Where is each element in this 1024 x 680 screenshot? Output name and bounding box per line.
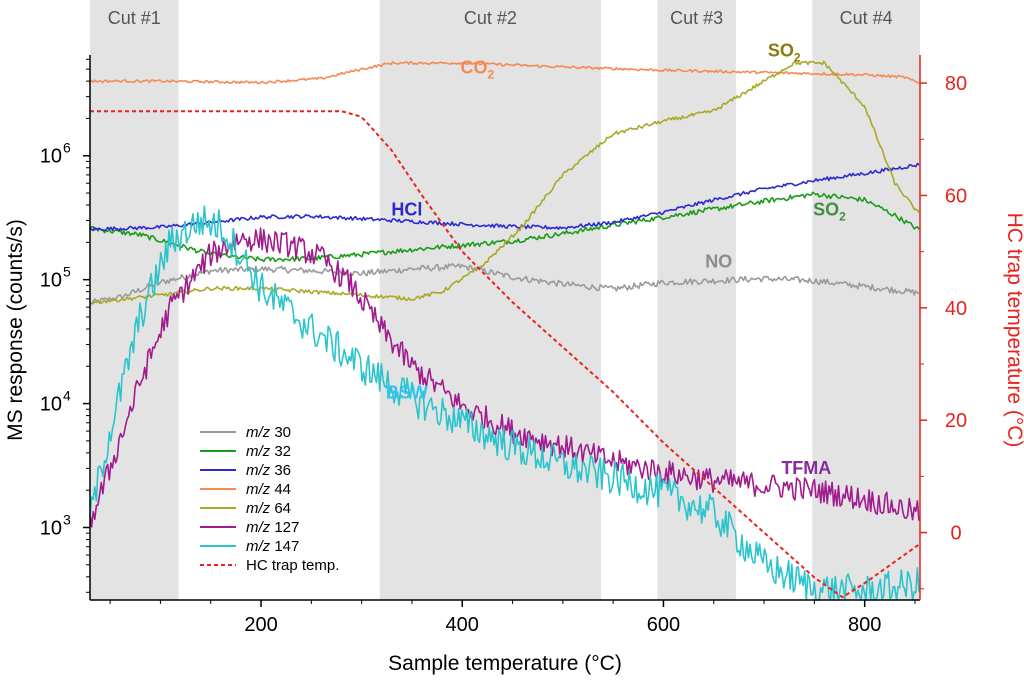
x-tick-label-3: 600 bbox=[647, 614, 680, 636]
y2-tick-label-5: 80 bbox=[945, 73, 967, 95]
series-line-5 bbox=[89, 60, 920, 305]
y-axis-label: MS response (counts/s) bbox=[4, 219, 27, 441]
legend-label-6: m/z 127 bbox=[246, 519, 299, 536]
y-tick-label-3: 10 bbox=[40, 270, 62, 292]
annotation-6: BSW bbox=[386, 382, 428, 402]
annotation-5: NO bbox=[705, 252, 732, 272]
y-tick-label-4: 10 bbox=[40, 146, 62, 168]
cut-region-4 bbox=[812, 0, 920, 600]
y-tick-exponent-3: 5 bbox=[63, 264, 71, 280]
y2-tick-label-2: 20 bbox=[945, 410, 967, 432]
x-tick-label-1: 200 bbox=[244, 614, 277, 636]
cut-label-4: Cut #4 bbox=[840, 8, 893, 28]
y-tick-exponent-1: 3 bbox=[63, 512, 71, 528]
legend-label-5: m/z 64 bbox=[246, 500, 291, 517]
legend-label-8: HC trap temp. bbox=[246, 557, 339, 574]
annotation-4: SO2 bbox=[813, 199, 846, 223]
legend-label-4: m/z 44 bbox=[246, 481, 291, 498]
annotation-3: SO2 bbox=[768, 41, 801, 65]
x-tick-label-4: 800 bbox=[848, 614, 881, 636]
y2-tick-label-3: 40 bbox=[945, 298, 967, 320]
legend: m/z 30 m/z 32 m/z 36 m/z 44 m/z 64 m/z 127 m/z… bbox=[200, 424, 339, 574]
cut-label-3: Cut #3 bbox=[670, 8, 723, 28]
series-annotations: HCl CO2 SO2 SO2 NO BSW TFMA bbox=[386, 41, 846, 478]
cut-region-2 bbox=[379, 0, 602, 600]
legend-label-1: m/z 30 bbox=[246, 424, 291, 441]
cut-label-2: Cut #2 bbox=[464, 8, 517, 28]
series-lines bbox=[89, 60, 920, 601]
y2-tick-label-1: 0 bbox=[950, 523, 961, 545]
cut-label-1: Cut #1 bbox=[108, 8, 161, 28]
cut-region-3 bbox=[657, 0, 736, 600]
annotation-7: TFMA bbox=[781, 458, 831, 478]
y2-axis-label: HC trap temperature (°C) bbox=[1003, 213, 1024, 448]
legend-label-3: m/z 36 bbox=[246, 462, 291, 479]
cut-regions: Cut #1 Cut #2 Cut #3 Cut #4 bbox=[90, 0, 920, 600]
y-tick-label-2: 10 bbox=[40, 394, 62, 416]
series-line-3 bbox=[89, 162, 920, 232]
x-axis-label: Sample temperature (°C) bbox=[388, 652, 622, 675]
cut-region-1 bbox=[90, 0, 179, 600]
series-line-2 bbox=[89, 191, 920, 263]
series-line-8 bbox=[90, 110, 920, 599]
legend-label-7: m/z 147 bbox=[246, 538, 299, 555]
y-tick-exponent-2: 4 bbox=[63, 388, 71, 404]
series-line-7 bbox=[89, 205, 920, 601]
y-tick-exponent-4: 6 bbox=[63, 140, 71, 156]
annotation-2: CO2 bbox=[460, 58, 494, 82]
series-line-1 bbox=[89, 262, 920, 305]
annotation-1: HCl bbox=[391, 199, 422, 219]
y-tick-label-1: 10 bbox=[40, 518, 62, 540]
x-tick-label-2: 400 bbox=[446, 614, 479, 636]
y2-tick-label-4: 60 bbox=[945, 185, 967, 207]
legend-label-2: m/z 32 bbox=[246, 443, 291, 460]
